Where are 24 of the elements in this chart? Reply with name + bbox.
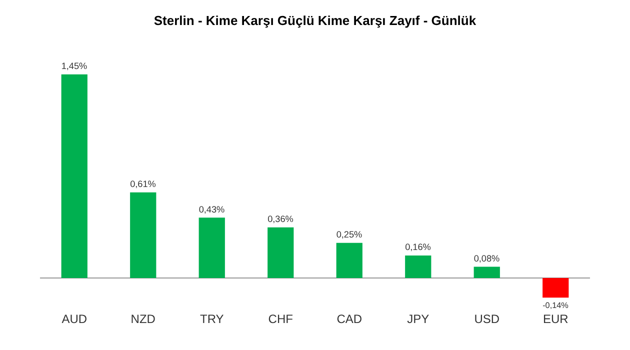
bar [542, 278, 569, 298]
data-label: 1,45% [61, 61, 88, 72]
x-tick-label: TRY [200, 312, 224, 326]
x-tick-label: CHF [268, 312, 293, 326]
bar [336, 242, 362, 278]
x-tick-label: USD [474, 312, 500, 326]
data-label: 0,16% [405, 242, 431, 252]
data-label: 0,25% [336, 230, 362, 240]
x-tick-label: EUR [542, 312, 569, 326]
bar [198, 218, 225, 278]
x-tick-label: NZD [130, 312, 156, 326]
x-tick-label: JPY [407, 312, 430, 326]
x-tick-label: CAD [336, 312, 362, 326]
data-label: 0,36% [268, 214, 294, 224]
bar [61, 74, 88, 278]
bar [474, 266, 500, 278]
bar [405, 255, 432, 278]
chart-title: Sterlin - Kime Karşı Güçlü Kime Karşı Zayıf - Günlük [154, 12, 477, 28]
data-label: 0,61% [130, 179, 156, 190]
bar [268, 227, 294, 278]
x-tick-label: AUD [62, 312, 88, 326]
bar [130, 192, 156, 278]
data-label: 0,43% [198, 204, 225, 214]
data-label: 0,08% [474, 253, 500, 264]
